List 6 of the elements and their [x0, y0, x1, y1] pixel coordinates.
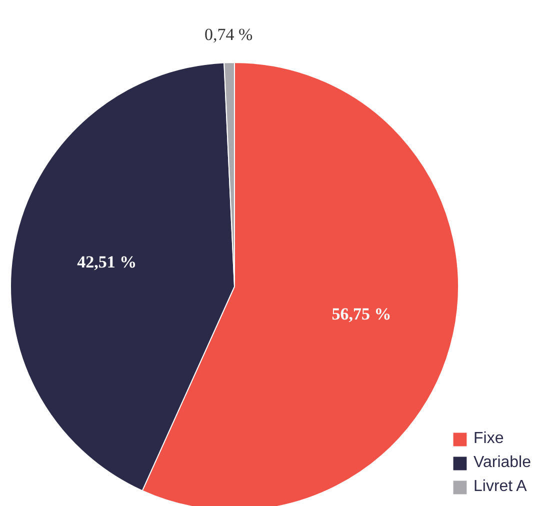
data-label: 56,75 %: [332, 304, 392, 324]
data-label: 42,51 %: [77, 252, 137, 272]
legend-label: Livret A: [473, 478, 527, 496]
data-label: 0,74 %: [204, 25, 253, 44]
legend-label: Variable: [473, 454, 531, 472]
legend-label: Fixe: [473, 430, 504, 448]
